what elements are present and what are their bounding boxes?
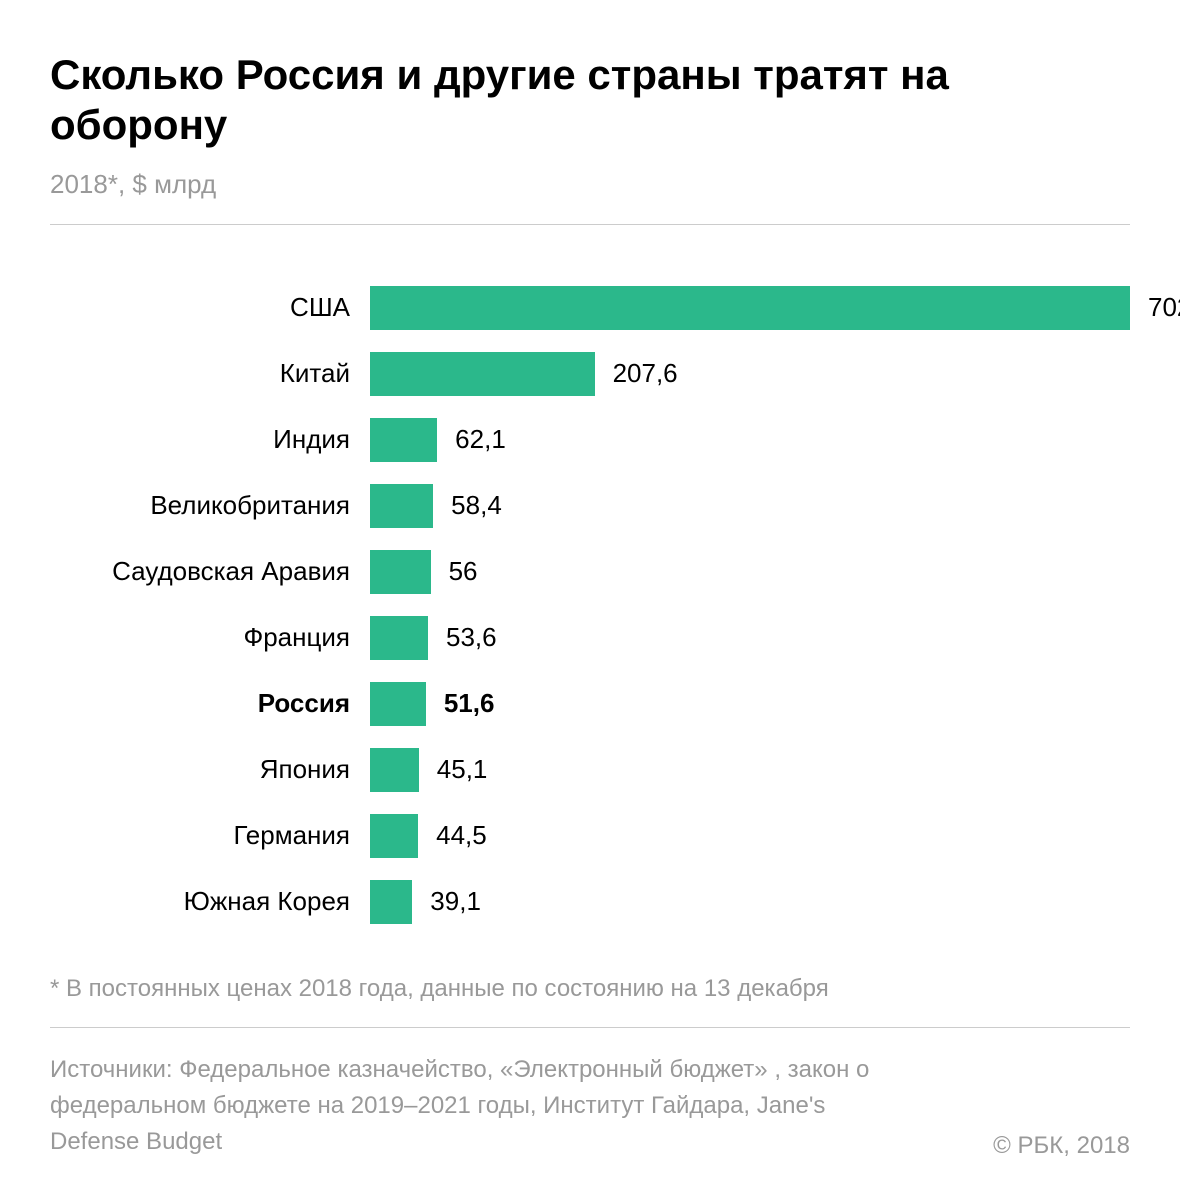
sources-text: Источники: Федеральное казначейство, «Эл…	[50, 1052, 900, 1160]
sources-row: Источники: Федеральное казначейство, «Эл…	[50, 1052, 1130, 1160]
chart-row: Китай 207,6	[50, 341, 1130, 407]
bar-label: США	[50, 292, 370, 323]
chart-row: Индия 62,1	[50, 407, 1130, 473]
bar-area: 702,5	[370, 286, 1180, 330]
footnote: * В постоянных ценах 2018 года, данные п…	[50, 975, 1130, 1003]
bar-area: 207,6	[370, 352, 1130, 396]
bar-value: 702,5	[1148, 292, 1180, 323]
bar	[370, 550, 431, 594]
bar-label: Китай	[50, 358, 370, 389]
divider-top	[50, 224, 1130, 225]
bar	[370, 814, 418, 858]
bar	[370, 616, 428, 660]
bar-area: 62,1	[370, 418, 1130, 462]
bar-area: 44,5	[370, 814, 1130, 858]
bar-value: 45,1	[437, 754, 488, 785]
bar-label: Япония	[50, 754, 370, 785]
bar-value: 53,6	[446, 622, 497, 653]
chart-row: Великобритания 58,4	[50, 473, 1130, 539]
bar-value: 44,5	[436, 820, 487, 851]
chart-subtitle: 2018*, $ млрд	[50, 169, 1130, 200]
chart-row: Саудовская Аравия 56	[50, 539, 1130, 605]
chart-row: Япония 45,1	[50, 737, 1130, 803]
bar	[370, 418, 437, 462]
bar	[370, 682, 426, 726]
chart-row: Россия 51,6	[50, 671, 1130, 737]
bar-label: Германия	[50, 820, 370, 851]
divider-bottom	[50, 1027, 1130, 1028]
chart-row: Южная Корея 39,1	[50, 869, 1130, 935]
bar-label: Великобритания	[50, 490, 370, 521]
bar-area: 56	[370, 550, 1130, 594]
bar	[370, 484, 433, 528]
bar-value: 56	[449, 556, 478, 587]
bar-area: 58,4	[370, 484, 1130, 528]
bar-chart: США702,5 Китай 207,6 Индия 62,1 Великобритани…	[50, 275, 1130, 935]
bar	[370, 880, 412, 924]
bar	[370, 748, 419, 792]
bar-label: Франция	[50, 622, 370, 653]
bar-label: Россия	[50, 688, 370, 719]
chart-row: США702,5	[50, 275, 1130, 341]
bar-value: 39,1	[430, 886, 481, 917]
copyright: © РБК, 2018	[993, 1132, 1130, 1160]
bar-area: 53,6	[370, 616, 1130, 660]
bar-value: 62,1	[455, 424, 506, 455]
bar	[370, 352, 595, 396]
bar-label: Южная Корея	[50, 886, 370, 917]
chart-row: Франция 53,6	[50, 605, 1130, 671]
bar-label: Индия	[50, 424, 370, 455]
bar-area: 45,1	[370, 748, 1130, 792]
bar-value: 58,4	[451, 490, 502, 521]
chart-title: Сколько Россия и другие страны тратят на…	[50, 50, 1130, 151]
bar-area: 51,6	[370, 682, 1130, 726]
bar-label: Саудовская Аравия	[50, 556, 370, 587]
bar	[370, 286, 1130, 330]
bar-area: 39,1	[370, 880, 1130, 924]
bar-value: 51,6	[444, 688, 495, 719]
bar-value: 207,6	[613, 358, 678, 389]
chart-row: Германия 44,5	[50, 803, 1130, 869]
